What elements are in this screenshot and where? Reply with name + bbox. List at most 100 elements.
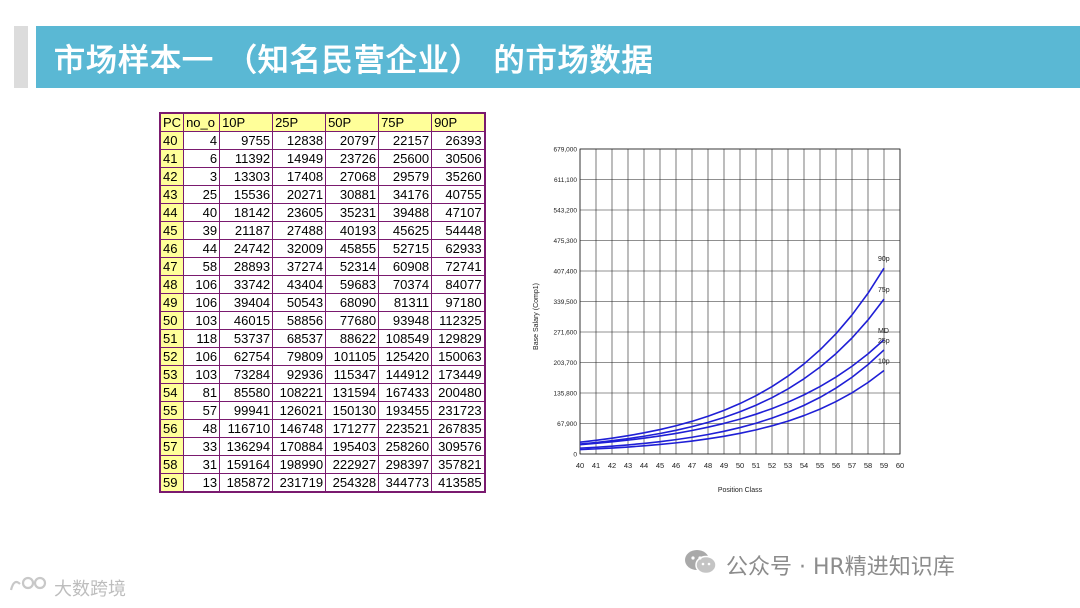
series-line-10p (579, 369, 885, 451)
table-cell: 45855 (325, 239, 380, 258)
table-cell-pc: 56 (159, 419, 185, 438)
table-cell: 46015 (219, 311, 274, 330)
table-cell: 23605 (272, 203, 327, 222)
chart-svg: 40 41 42 43 44 45 46 47 48 49 50 51 52 53 54 55 56 57 58 59… (533, 147, 904, 495)
table-cell: 60908 (378, 257, 433, 276)
table-cell: 50543 (272, 293, 327, 312)
table-cell: 45625 (378, 221, 433, 240)
table-cell: 79809 (272, 347, 327, 366)
table-cell: 40755 (431, 185, 486, 204)
table-cell: 223521 (378, 419, 433, 438)
table-cell: 24742 (219, 239, 274, 258)
table-cell: 193455 (378, 401, 433, 420)
x-tick-label: 52 (768, 461, 776, 470)
table-cell: 23726 (325, 149, 380, 168)
table-cell: 72741 (431, 257, 486, 276)
x-tick-label: 43 (624, 461, 632, 470)
y-tick-label: 339,500 (554, 299, 578, 306)
table-cell: 159164 (219, 455, 274, 474)
x-tick-label: 44 (640, 461, 648, 470)
table-cell-pc: 47 (159, 257, 185, 276)
table-cell: 136294 (219, 437, 274, 456)
salary-curve-chart: 40 41 42 43 44 45 46 47 48 49 50 51 52 53 54 55 56 57 58 59… (527, 136, 912, 508)
table-cell: 29579 (378, 167, 433, 186)
table-cell: 97180 (431, 293, 486, 312)
table-cell: 254328 (325, 473, 380, 493)
table-cell-pc: 49 (159, 293, 185, 312)
table-cell: 39 (183, 221, 221, 240)
table-cell: 146748 (272, 419, 327, 438)
table-cell-pc: 52 (159, 347, 185, 366)
table-cell: 25600 (378, 149, 433, 168)
table-cell: 18142 (219, 203, 274, 222)
x-tick-label: 55 (816, 461, 824, 470)
brand-logo-icon (8, 574, 48, 601)
table-cell: 32009 (272, 239, 327, 258)
table-cell: 103 (183, 311, 221, 330)
table-cell: 3 (183, 167, 221, 186)
x-tick-label: 49 (720, 461, 728, 470)
table-cell: 11392 (219, 149, 274, 168)
table-cell-pc: 50 (159, 311, 185, 330)
brand-logo-text: 大数跨境 (54, 578, 126, 600)
table-row: 50 103 46015 58856 77680 93948 112325 (159, 311, 486, 330)
table-cell: 58856 (272, 311, 327, 330)
header-10p: 10P (219, 112, 274, 132)
x-axis-label: Position Class (718, 487, 763, 494)
y-tick-label: 679,000 (554, 147, 578, 154)
table-cell: 144912 (378, 365, 433, 384)
table-cell: 200480 (431, 383, 486, 402)
table-cell: 37274 (272, 257, 327, 276)
table-cell: 258260 (378, 437, 433, 456)
table-cell: 231719 (272, 473, 327, 493)
table-cell: 35231 (325, 203, 380, 222)
table-cell: 13303 (219, 167, 274, 186)
title-bar: 市场样本一 （知名民营企业） 的市场数据 (36, 26, 1080, 88)
table-cell: 413585 (431, 473, 486, 493)
table-cell: 92936 (272, 365, 327, 384)
table-row: 40 4 9755 12838 20797 22157 26393 (159, 131, 486, 150)
series-line-75p (579, 298, 885, 445)
table-row: 55 57 99941 126021 150130 193455 231723 (159, 401, 486, 420)
table-header-row: PC no_o 10P 25P 50P 75P 90P (159, 112, 486, 132)
salary-percentile-table: PC no_o 10P 25P 50P 75P 90P 40 4 9755 12838… (159, 112, 486, 493)
table-cell: 108221 (272, 383, 327, 402)
table-cell: 54448 (431, 221, 486, 240)
chart-labels: 10p 25p MD 75p 90p (878, 256, 890, 365)
table-cell: 17408 (272, 167, 327, 186)
table-cell: 34176 (378, 185, 433, 204)
table-cell: 15536 (219, 185, 274, 204)
y-tick-label: 135,800 (554, 391, 578, 398)
table-row: 44 40 18142 23605 35231 39488 47107 (159, 203, 486, 222)
series-label-10p: 10p (878, 359, 890, 366)
y-tick-label: 407,400 (554, 269, 578, 276)
wechat-account-label: 公众号 · HR精进知识库 (726, 555, 955, 580)
table-cell: 103 (183, 365, 221, 384)
table-cell: 131594 (325, 383, 380, 402)
table-cell-pc: 58 (159, 455, 185, 474)
table-cell: 40193 (325, 221, 380, 240)
series-line-90p (579, 267, 885, 443)
table-cell: 28893 (219, 257, 274, 276)
table-cell: 267835 (431, 419, 486, 438)
table-cell-pc: 55 (159, 401, 185, 420)
table-cell: 115347 (325, 365, 380, 384)
y-tick-label: 611,100 (554, 177, 577, 184)
table-cell: 70374 (378, 275, 433, 294)
table-cell: 150063 (431, 347, 486, 366)
table-cell: 84077 (431, 275, 486, 294)
x-tick-label: 50 (736, 461, 744, 470)
table-row: 49 106 39404 50543 68090 81311 97180 (159, 293, 486, 312)
header-pc: PC (159, 112, 185, 132)
table-cell: 112325 (431, 311, 486, 330)
table-cell: 59683 (325, 275, 380, 294)
table-row: 56 48 116710 146748 171277 223521 267835 (159, 419, 486, 438)
x-tick-label: 53 (784, 461, 792, 470)
series-line-md (579, 339, 885, 446)
header-90p: 90P (431, 112, 486, 132)
table-cell: 13 (183, 473, 221, 493)
y-axis-label: Base Salary (Comp1) (533, 283, 540, 350)
table-cell-pc: 44 (159, 203, 185, 222)
x-tick-label: 41 (592, 461, 600, 470)
table-cell: 129829 (431, 329, 486, 348)
